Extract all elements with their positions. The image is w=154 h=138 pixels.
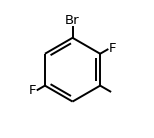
Text: Br: Br [65, 14, 80, 27]
Text: F: F [29, 84, 36, 97]
Text: F: F [109, 43, 116, 55]
